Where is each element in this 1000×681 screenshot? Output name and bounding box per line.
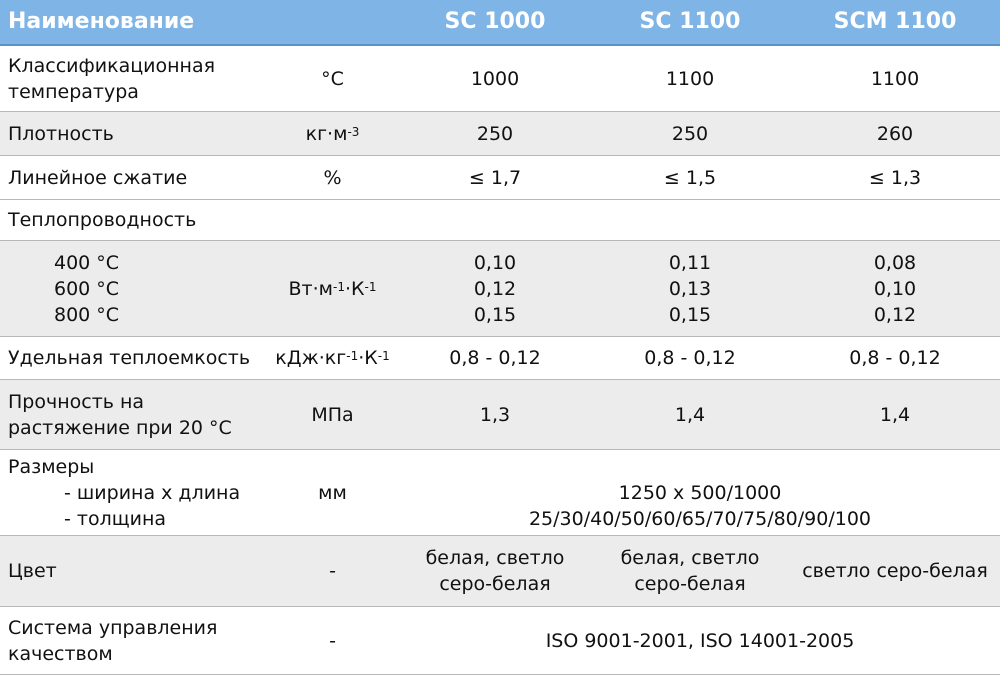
unit-text: кДж·кг (275, 347, 347, 369)
label-line: температура (8, 80, 139, 103)
unit-cell: кДж·кг -1 ·К -1 (275, 347, 390, 369)
value-line: 0,15 (473, 303, 517, 326)
row-label: Цвет (8, 560, 57, 582)
label-line: Система управления (8, 616, 218, 639)
unit-text: ·К (344, 277, 365, 300)
label-line: Прочность на (8, 390, 145, 413)
value-line: 1250 х 500/1000 (618, 481, 782, 504)
value-line: 0,11 (668, 251, 712, 274)
label-line: Классификационная (8, 54, 216, 77)
row-label: Прочность на растяжение при 20 °C (0, 380, 265, 449)
table-header-row: Наименование SC 1000 SC 1100 SCM 1100 (0, 0, 1000, 46)
value-line: 0,12 (873, 303, 917, 326)
value-sc1100: 1100 (665, 67, 715, 90)
row-linear-shrinkage: Линейное сжатие % ≤ 1,7 ≤ 1,5 ≤ 1,3 (0, 156, 1000, 200)
row-label: Размеры - ширина х длина - толщина (0, 450, 265, 535)
value-sc1100: 0,11 0,13 0,15 (590, 241, 790, 336)
temp-label: 400 °C (54, 251, 120, 274)
row-dimensions: Размеры - ширина х длина - толщина мм 12… (0, 450, 1000, 536)
value-line: 0,08 (873, 251, 917, 274)
value-scm1100: 0,08 0,10 0,12 (790, 241, 1000, 336)
value-sc1000: 0,10 0,12 0,15 (400, 241, 590, 336)
value-line: 25/30/40/50/60/65/70/75/80/90/100 (528, 507, 872, 530)
row-quality-management: Система управления качеством - ISO 9001-… (0, 607, 1000, 675)
unit-cell: °C (321, 67, 344, 90)
value-scm1100: 0,8 - 0,12 (849, 347, 941, 369)
value-line: 0,10 (873, 277, 917, 300)
value-line: 0,12 (473, 277, 517, 300)
unit-cell: мм (318, 481, 347, 504)
value-scm1100: 260 (876, 122, 914, 145)
temp-label: 600 °C (54, 277, 120, 300)
label-line: качеством (8, 642, 113, 665)
unit-text: Вт·м (288, 277, 333, 300)
row-label: Удельная теплоемкость (8, 347, 251, 369)
value-sc1000: 250 (476, 122, 514, 145)
unit-cell: % (323, 166, 342, 189)
row-color: Цвет - белая, светло серо-белая белая, с… (0, 536, 1000, 607)
unit-cell: кг·м -3 (305, 122, 360, 145)
value-line: 0,10 (473, 251, 517, 274)
value-sc1000: белая, светло серо-белая (400, 536, 590, 606)
unit-cell: - (329, 560, 336, 582)
header-unit (265, 0, 400, 44)
value-sc1100: 0,8 - 0,12 (644, 347, 736, 369)
row-thermal-conductivity-heading: Теплопроводность (0, 200, 1000, 240)
row-label: Теплопроводность (8, 209, 197, 231)
row-label: Плотность (8, 122, 114, 145)
value-line: серо-белая (634, 573, 746, 595)
label-subline: - ширина х длина (64, 481, 241, 504)
temp-label: 800 °C (54, 303, 120, 326)
label-line: Размеры (8, 455, 95, 478)
value-sc1000: 0,8 - 0,12 (449, 347, 541, 369)
value-sc1100: 250 (671, 122, 709, 145)
unit-text: ·К (358, 347, 378, 369)
value-sc1000: 1,3 (479, 403, 511, 426)
header-scm1100: SCM 1100 (833, 9, 957, 34)
value-scm1100: светло серо-белая (802, 560, 988, 582)
value-sc1000: ≤ 1,7 (468, 166, 522, 189)
value-sc1100: 1,4 (674, 403, 706, 426)
header-sc1100: SC 1100 (639, 9, 741, 34)
temps-cell: 400 °C 600 °C 800 °C (0, 241, 265, 336)
value-sc1000: 1000 (470, 67, 520, 90)
unit-text: кг·м (305, 122, 348, 145)
unit-cell: Вт·м -1 ·К -1 (288, 277, 377, 300)
row-density: Плотность кг·м -3 250 250 260 (0, 112, 1000, 156)
dimensions-value: 1250 х 500/1000 25/30/40/50/60/65/70/75/… (400, 450, 1000, 535)
header-name: Наименование (8, 9, 195, 34)
row-tensile-strength: Прочность на растяжение при 20 °C МПа 1,… (0, 380, 1000, 450)
row-classification-temperature: Классификационная температура °C 1000 11… (0, 46, 1000, 112)
row-label: Система управления качеством (0, 607, 265, 674)
value-scm1100: ≤ 1,3 (868, 166, 922, 189)
row-thermal-conductivity-values: 400 °C 600 °C 800 °C Вт·м -1 ·К -1 0,10 0,1… (0, 240, 1000, 337)
label-line: растяжение при 20 °C (8, 416, 232, 439)
value-line: 0,13 (668, 277, 712, 300)
unit-cell: - (329, 629, 336, 652)
unit-cell: МПа (311, 403, 354, 426)
value-sc1100: ≤ 1,5 (663, 166, 717, 189)
header-sc1000: SC 1000 (444, 9, 546, 34)
value-line: 0,15 (668, 303, 712, 326)
row-label: Линейное сжатие (8, 166, 188, 189)
value-line: серо-белая (439, 573, 551, 595)
quality-value: ISO 9001-2001, ISO 14001-2005 (545, 629, 855, 652)
value-line: белая, светло (620, 547, 760, 569)
row-specific-heat-capacity: Удельная теплоемкость кДж·кг -1 ·К -1 0,8 -… (0, 337, 1000, 380)
value-scm1100: 1100 (870, 67, 920, 90)
label-subline: - толщина (64, 507, 167, 530)
value-sc1100: белая, светло серо-белая (590, 536, 790, 606)
value-line: белая, светло (425, 547, 565, 569)
value-scm1100: 1,4 (879, 403, 911, 426)
row-label: Классификационная температура (0, 46, 265, 111)
